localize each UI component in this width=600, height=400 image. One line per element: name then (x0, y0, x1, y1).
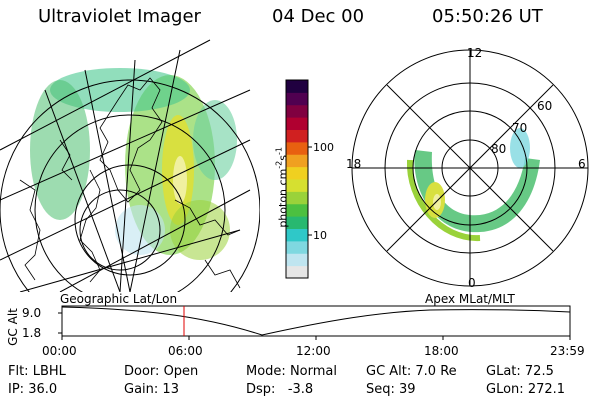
info-flt: Flt: LBHL (8, 364, 66, 379)
colorbar-step (286, 104, 308, 118)
colorbar-step (286, 92, 308, 106)
mlat-label-70: 70 (512, 121, 528, 135)
geographic-auroral-image (0, 39, 260, 292)
mlt-label-18: 18 (346, 157, 362, 171)
altitude-strip-chart (58, 305, 571, 340)
mlt-label-12: 12 (467, 46, 483, 60)
colorbar-step (286, 253, 308, 267)
polar-auroral-emission (406, 128, 540, 242)
info-mode: Mode: Normal (246, 364, 337, 379)
colorbar-unit-label: photon cm-2s-1 (274, 147, 290, 228)
mlt-label-0: 0 (468, 276, 476, 290)
info-gain: Gain: 13 (124, 382, 179, 397)
colorbar-step (286, 129, 308, 143)
mlat-label-60: 60 (537, 99, 553, 113)
colorbar-step (286, 228, 308, 242)
colorbar-step (286, 117, 308, 130)
colorbar-step (286, 166, 308, 180)
colorbar-tick-100: 100 (313, 141, 334, 154)
info-glat: GLat: 72.5 (486, 364, 554, 379)
time-tick-0600: 06:00 (168, 344, 203, 358)
apex-caption: Apex MLat/MLT (425, 292, 515, 306)
colorbar-step (286, 265, 308, 279)
colorbar-step (286, 191, 308, 205)
time-tick-1800: 18:00 (424, 344, 459, 358)
info-seq: Seq: 39 (366, 382, 416, 397)
mlat-label-80: 80 (491, 142, 507, 156)
colorbar-step (286, 203, 308, 217)
instrument-title: Ultraviolet Imager (38, 6, 201, 27)
colorbar-step (286, 179, 308, 192)
time-tick-2359: 23:59 (550, 344, 585, 358)
time-tick-0000: 00:00 (42, 344, 77, 358)
mlt-label-6: 6 (578, 157, 586, 171)
colorbar-tick-10: 10 (313, 229, 327, 242)
colorbar-step (286, 154, 308, 168)
alt-tick-1-8: 1.8 (22, 326, 42, 340)
intensity-colorbar (285, 79, 312, 279)
info-gc-alt: GC Alt: 7.0 Re (366, 364, 457, 379)
colorbar-step (286, 80, 308, 93)
time-label: 05:50:26 UT (432, 6, 543, 27)
colorbar-step (286, 216, 308, 229)
time-tick-1200: 12:00 (296, 344, 331, 358)
alt-tick-9: 9.0 (22, 306, 42, 320)
info-glon: GLon: 272.1 (486, 382, 566, 397)
polar-auroral-plot (351, 49, 589, 287)
info-ip: IP: 36.0 (8, 382, 58, 397)
info-door: Door: Open (124, 364, 199, 379)
colorbar-step (286, 240, 308, 254)
info-dsp: Dsp: -3.8 (246, 382, 314, 397)
geographic-caption: Geographic Lat/Lon (60, 292, 178, 306)
colorbar-step (286, 141, 308, 155)
date-label: 04 Dec 00 (272, 6, 365, 27)
